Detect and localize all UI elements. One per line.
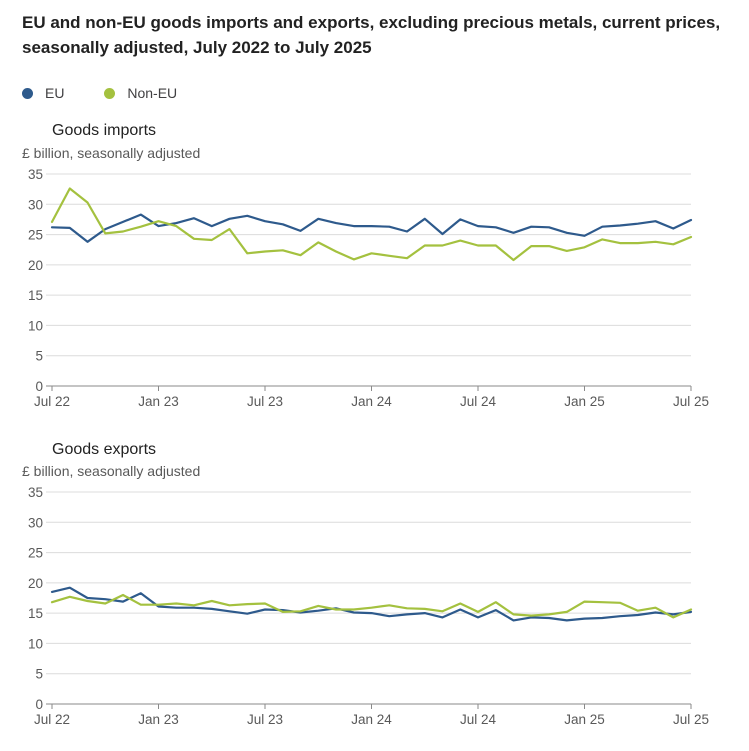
imports-x-tick-label: Jan 25 (564, 394, 605, 409)
exports-y-tick-label: 35 (28, 485, 43, 500)
exports-x-tick-label: Jan 25 (564, 712, 605, 727)
imports-series-line-eu (50, 213, 693, 243)
exports-y-tick-label: 0 (35, 697, 43, 712)
imports-panel-title: Goods imports (52, 122, 157, 139)
imports-x-tick-label: Jul 23 (247, 394, 283, 409)
exports-x-tick-label: Jan 24 (351, 712, 392, 727)
legend-marker-eu (22, 87, 33, 99)
exports-y-tick-label: 30 (28, 515, 43, 530)
exports-series-line-non-eu (50, 593, 693, 619)
exports-x-tick-label: Jul 24 (460, 712, 497, 727)
exports-x-tick-label: Jan 23 (138, 712, 179, 727)
legend-marker-non-eu (104, 87, 116, 99)
imports-y-tick-label: 35 (28, 167, 43, 182)
imports-x-tick-label: Jul 24 (460, 394, 497, 409)
legend-label-eu: EU (45, 85, 65, 101)
exports-panel-title: Goods exports (52, 441, 157, 458)
exports-y-axis-label: £ billion, seasonally adjusted (22, 463, 201, 479)
imports-y-axis-label: £ billion, seasonally adjusted (22, 145, 201, 161)
imports-x-tick-label: Jan 24 (351, 394, 392, 409)
imports-y-tick-label: 15 (28, 288, 43, 303)
imports-x-tick-label: Jul 25 (673, 394, 709, 409)
legend: EU Non-EU (22, 85, 213, 102)
legend-label-non-eu: Non-EU (127, 85, 178, 101)
chart-title: EU and non-EU goods imports and exports,… (22, 13, 721, 57)
exports-x-tick-label: Jul 22 (34, 712, 70, 727)
imports-y-tick-label: 5 (35, 349, 43, 364)
imports-series-line-non-eu (50, 187, 693, 262)
exports-y-tick-label: 5 (35, 667, 43, 682)
imports-y-tick-label: 0 (35, 379, 43, 394)
imports-y-tick-label: 25 (28, 228, 43, 243)
exports-y-tick-label: 15 (28, 606, 43, 621)
imports-y-tick-label: 10 (28, 318, 43, 333)
exports-x-tick-label: Jul 25 (673, 712, 709, 727)
imports-x-tick-label: Jan 23 (138, 394, 179, 409)
exports-y-tick-label: 20 (28, 576, 43, 591)
exports-y-tick-label: 10 (28, 636, 43, 651)
exports-series-line-eu (50, 586, 693, 622)
imports-y-tick-label: 30 (28, 197, 43, 212)
exports-y-tick-label: 25 (28, 546, 43, 561)
legend-item-eu[interactable]: EU (22, 85, 64, 101)
exports-x-tick-label: Jul 23 (247, 712, 283, 727)
legend-item-non-eu[interactable]: Non-EU (104, 85, 177, 101)
imports-y-tick-label: 20 (28, 258, 43, 273)
imports-x-tick-label: Jul 22 (34, 394, 70, 409)
